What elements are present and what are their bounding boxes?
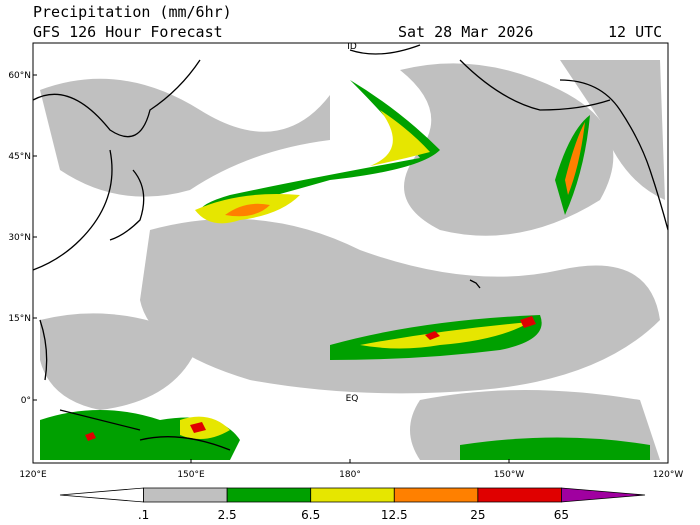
color-legend: .1 2.5 6.5 12.5 25 65	[59, 487, 646, 522]
lon-label: 150°E	[177, 470, 205, 480]
axis-labels: 60°N 45°N 30°N 15°N 0° 120°E 150°E 180° 150°W 120…	[8, 42, 683, 480]
lon-label: 120°E	[19, 470, 47, 480]
legend-swatch	[477, 487, 562, 503]
lon-label: 120°W	[653, 470, 684, 480]
map-annotation: EQ	[346, 394, 359, 404]
valid-time: 12 UTC	[608, 23, 662, 41]
legend-label: 2.5	[218, 508, 237, 522]
coastlines	[32, 44, 669, 451]
legend-swatch	[143, 487, 228, 503]
precip-bands	[40, 80, 650, 460]
legend-swatch	[59, 487, 144, 503]
lat-label: 0°	[21, 396, 31, 406]
lat-label: 60°N	[8, 71, 31, 81]
legend-label: 25	[470, 508, 485, 522]
map-area	[32, 42, 669, 464]
legend-swatch	[561, 487, 646, 503]
lon-label: 180°	[339, 470, 361, 480]
legend-swatch	[310, 487, 395, 503]
lat-label: 15°N	[8, 314, 31, 324]
lon-label: 150°W	[494, 470, 525, 480]
map-title: Precipitation (mm/6hr)	[33, 3, 232, 21]
lat-label: 45°N	[8, 152, 31, 162]
legend-label: 12.5	[381, 508, 408, 522]
legend-label: .1	[138, 508, 149, 522]
legend-label: 65	[554, 508, 569, 522]
map-subtitle: GFS 126 Hour Forecast	[33, 23, 223, 41]
legend-swatch	[226, 487, 312, 503]
map-annotation: ID	[347, 42, 357, 52]
valid-date: Sat 28 Mar 2026	[398, 23, 533, 41]
legend-swatch	[393, 487, 479, 503]
legend-label: 6.5	[301, 508, 320, 522]
lat-label: 30°N	[8, 233, 31, 243]
